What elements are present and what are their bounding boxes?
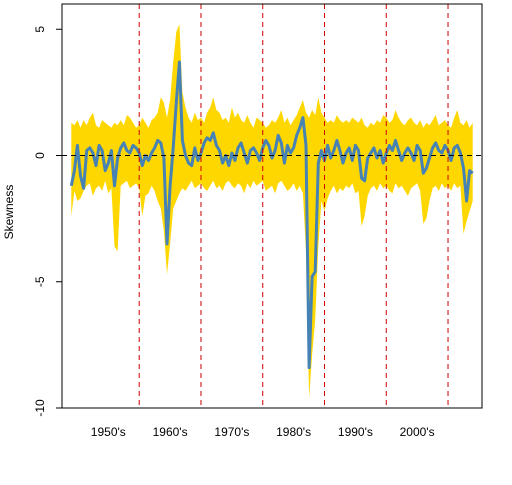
skewness-band <box>71 24 473 398</box>
skewness-line <box>69 60 474 370</box>
decade-label: 1950's <box>91 425 126 439</box>
y-tick-label: 0 <box>33 152 47 159</box>
decade-label: 1980's <box>276 425 311 439</box>
decade-label: 1990's <box>338 425 373 439</box>
decade-label: 1960's <box>153 425 188 439</box>
decade-label: 2000's <box>400 425 435 439</box>
line-layer <box>69 60 474 370</box>
axes: -10 -5 0 5 1950's 1960's 1970's 1980's 1990's 200… <box>33 3 483 439</box>
decade-label: 1970's <box>214 425 249 439</box>
y-axis-label: Skewness <box>2 185 16 240</box>
y-tick-label: -10 <box>33 399 47 417</box>
plot-frame <box>61 3 483 409</box>
reference-lines <box>62 4 482 408</box>
y-tick-label: 5 <box>33 26 47 33</box>
band-layer <box>71 24 473 398</box>
y-tick-label: -5 <box>33 276 47 287</box>
